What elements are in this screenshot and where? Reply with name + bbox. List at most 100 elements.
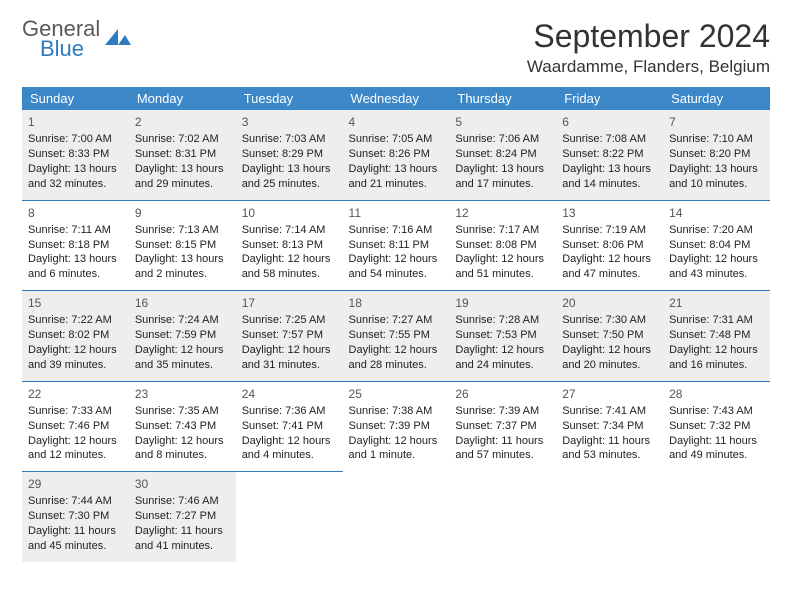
weekday-header: Sunday: [22, 87, 129, 110]
calendar-day-cell: 29Sunrise: 7:44 AMSunset: 7:30 PMDayligh…: [22, 472, 129, 562]
day-info: Sunrise: 7:35 AMSunset: 7:43 PMDaylight:…: [135, 404, 230, 463]
sunset-line: Sunset: 8:26 PM: [349, 147, 444, 162]
logo-text: General Blue: [22, 18, 100, 60]
day-info: Sunrise: 7:13 AMSunset: 8:15 PMDaylight:…: [135, 223, 230, 282]
day-info: Sunrise: 7:05 AMSunset: 8:26 PMDaylight:…: [349, 132, 444, 191]
daylight-line: Daylight: 13 hours and 10 minutes.: [669, 162, 764, 192]
daylight-line: Daylight: 13 hours and 6 minutes.: [28, 252, 123, 282]
day-number: 10: [242, 205, 337, 221]
day-info: Sunrise: 7:41 AMSunset: 7:34 PMDaylight:…: [562, 404, 657, 463]
sunrise-line: Sunrise: 7:24 AM: [135, 313, 230, 328]
logo-triangle-icon: [105, 27, 131, 52]
calendar-day-cell: 5Sunrise: 7:06 AMSunset: 8:24 PMDaylight…: [449, 110, 556, 200]
daylight-line: Daylight: 12 hours and 35 minutes.: [135, 343, 230, 373]
sunrise-line: Sunrise: 7:30 AM: [562, 313, 657, 328]
daylight-line: Daylight: 12 hours and 24 minutes.: [455, 343, 550, 373]
daylight-line: Daylight: 12 hours and 54 minutes.: [349, 252, 444, 282]
sunrise-line: Sunrise: 7:22 AM: [28, 313, 123, 328]
calendar-week-row: 22Sunrise: 7:33 AMSunset: 7:46 PMDayligh…: [22, 381, 770, 472]
sunset-line: Sunset: 7:34 PM: [562, 419, 657, 434]
day-number: 25: [349, 386, 444, 402]
daylight-line: Daylight: 13 hours and 32 minutes.: [28, 162, 123, 192]
day-info: Sunrise: 7:31 AMSunset: 7:48 PMDaylight:…: [669, 313, 764, 372]
day-info: Sunrise: 7:06 AMSunset: 8:24 PMDaylight:…: [455, 132, 550, 191]
day-number: 12: [455, 205, 550, 221]
calendar-day-cell: 23Sunrise: 7:35 AMSunset: 7:43 PMDayligh…: [129, 381, 236, 472]
weekday-header: Saturday: [663, 87, 770, 110]
day-number: 20: [562, 295, 657, 311]
day-info: Sunrise: 7:00 AMSunset: 8:33 PMDaylight:…: [28, 132, 123, 191]
sunrise-line: Sunrise: 7:35 AM: [135, 404, 230, 419]
calendar-day-cell: 27 Sunrise: 7:41 AMSunset: 7:34 PMDayligh…: [556, 381, 663, 472]
daylight-line: Daylight: 13 hours and 21 minutes.: [349, 162, 444, 192]
sunrise-line: Sunrise: 7:02 AM: [135, 132, 230, 147]
daylight-line: Daylight: 12 hours and 16 minutes.: [669, 343, 764, 373]
daylight-line: Daylight: 12 hours and 39 minutes.: [28, 343, 123, 373]
day-number: 6: [562, 114, 657, 130]
daylight-line: Daylight: 13 hours and 25 minutes.: [242, 162, 337, 192]
day-number: 11: [349, 205, 444, 221]
sunrise-line: Sunrise: 7:06 AM: [455, 132, 550, 147]
sunrise-line: Sunrise: 7:28 AM: [455, 313, 550, 328]
location: Waardamme, Flanders, Belgium: [527, 57, 770, 77]
calendar-day-cell: 25Sunrise: 7:38 AMSunset: 7:39 PMDayligh…: [343, 381, 450, 472]
sunset-line: Sunset: 8:20 PM: [669, 147, 764, 162]
calendar-day-cell: 4Sunrise: 7:05 AMSunset: 8:26 PMDaylight…: [343, 110, 450, 200]
calendar-week-row: 29Sunrise: 7:44 AMSunset: 7:30 PMDayligh…: [22, 472, 770, 562]
calendar-day-cell: 17Sunrise: 7:25 AMSunset: 7:57 PMDayligh…: [236, 291, 343, 382]
day-info: Sunrise: 7:39 AMSunset: 7:37 PMDaylight:…: [455, 404, 550, 463]
sunset-line: Sunset: 7:37 PM: [455, 419, 550, 434]
day-info: Sunrise: 7:14 AMSunset: 8:13 PMDaylight:…: [242, 223, 337, 282]
calendar-day-cell: 21Sunrise: 7:31 AMSunset: 7:48 PMDayligh…: [663, 291, 770, 382]
calendar-day-cell: 11Sunrise: 7:16 AMSunset: 8:11 PMDayligh…: [343, 200, 450, 291]
sunrise-line: Sunrise: 7:13 AM: [135, 223, 230, 238]
daylight-line: Daylight: 12 hours and 20 minutes.: [562, 343, 657, 373]
calendar-day-cell: 10 Sunrise: 7:14 AMSunset: 8:13 PMDayligh…: [236, 200, 343, 291]
daylight-line: Daylight: 11 hours and 49 minutes.: [669, 434, 764, 464]
day-info: Sunrise: 7:30 AMSunset: 7:50 PMDaylight:…: [562, 313, 657, 372]
sunrise-line: Sunrise: 7:46 AM: [135, 494, 230, 509]
weekday-header-row: Sunday Monday Tuesday Wednesday Thursday…: [22, 87, 770, 110]
sunset-line: Sunset: 8:08 PM: [455, 238, 550, 253]
sunset-line: Sunset: 8:31 PM: [135, 147, 230, 162]
day-info: Sunrise: 7:43 AMSunset: 7:32 PMDaylight:…: [669, 404, 764, 463]
calendar-day-cell: 28 Sunrise: 7:43 AMSunset: 7:32 PMDayligh…: [663, 381, 770, 472]
day-info: Sunrise: 7:02 AMSunset: 8:31 PMDaylight:…: [135, 132, 230, 191]
day-number: 27: [562, 386, 657, 402]
header: General Blue September 2024 Waardamme, F…: [22, 18, 770, 77]
sunset-line: Sunset: 7:30 PM: [28, 509, 123, 524]
calendar-day-cell: 14Sunrise: 7:20 AMSunset: 8:04 PMDayligh…: [663, 200, 770, 291]
sunrise-line: Sunrise: 7:16 AM: [349, 223, 444, 238]
day-number: 14: [669, 205, 764, 221]
daylight-line: Daylight: 12 hours and 1 minute.: [349, 434, 444, 464]
sunrise-line: Sunrise: 7:36 AM: [242, 404, 337, 419]
day-info: Sunrise: 7:22 AMSunset: 8:02 PMDaylight:…: [28, 313, 123, 372]
sunrise-line: Sunrise: 7:43 AM: [669, 404, 764, 419]
sunrise-line: Sunrise: 7:41 AM: [562, 404, 657, 419]
calendar-day-cell: 24Sunrise: 7:36 AMSunset: 7:41 PMDayligh…: [236, 381, 343, 472]
day-info: Sunrise: 7:17 AMSunset: 8:08 PMDaylight:…: [455, 223, 550, 282]
calendar-day-cell: 13Sunrise: 7:19 AMSunset: 8:06 PMDayligh…: [556, 200, 663, 291]
daylight-line: Daylight: 11 hours and 53 minutes.: [562, 434, 657, 464]
daylight-line: Daylight: 12 hours and 12 minutes.: [28, 434, 123, 464]
sunrise-line: Sunrise: 7:03 AM: [242, 132, 337, 147]
sunset-line: Sunset: 8:04 PM: [669, 238, 764, 253]
daylight-line: Daylight: 12 hours and 8 minutes.: [135, 434, 230, 464]
day-number: 28: [669, 386, 764, 402]
sunset-line: Sunset: 7:27 PM: [135, 509, 230, 524]
calendar-week-row: 15Sunrise: 7:22 AMSunset: 8:02 PMDayligh…: [22, 291, 770, 382]
calendar-day-cell: [449, 472, 556, 562]
day-number: 19: [455, 295, 550, 311]
calendar-table: Sunday Monday Tuesday Wednesday Thursday…: [22, 87, 770, 562]
daylight-line: Daylight: 11 hours and 41 minutes.: [135, 524, 230, 554]
day-info: Sunrise: 7:36 AMSunset: 7:41 PMDaylight:…: [242, 404, 337, 463]
sunset-line: Sunset: 7:46 PM: [28, 419, 123, 434]
day-number: 8: [28, 205, 123, 221]
sunset-line: Sunset: 8:15 PM: [135, 238, 230, 253]
day-number: 22: [28, 386, 123, 402]
sunset-line: Sunset: 7:59 PM: [135, 328, 230, 343]
day-number: 30: [135, 476, 230, 492]
daylight-line: Daylight: 13 hours and 17 minutes.: [455, 162, 550, 192]
weekday-header: Thursday: [449, 87, 556, 110]
daylight-line: Daylight: 12 hours and 4 minutes.: [242, 434, 337, 464]
